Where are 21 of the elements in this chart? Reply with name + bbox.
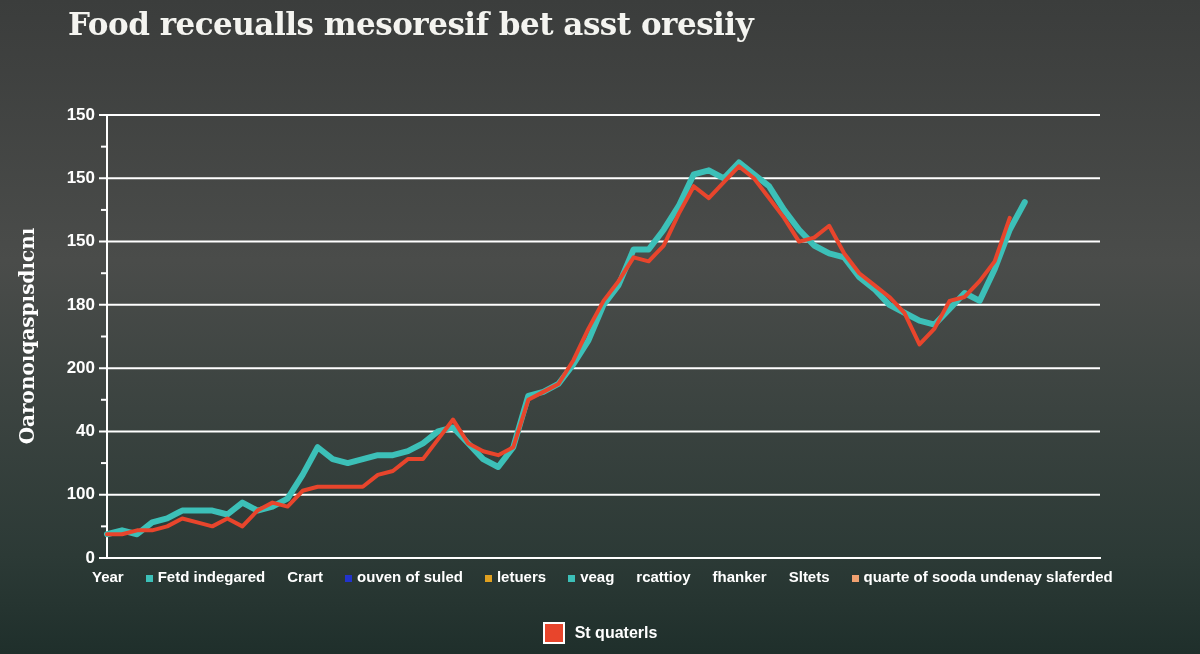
text: 200 [66,357,95,377]
text: letuers [495,568,547,585]
text: fhanker [712,568,767,585]
text: 0 [85,547,95,567]
chart-title: Food receualls mesoresif bet asst oresiiy [68,6,754,42]
text: 180 [66,294,95,314]
text: quarte of sooda undenay slaferded [862,568,1113,585]
text: ouven of suled [356,568,463,585]
text: Crart [287,568,324,585]
text: 40 [76,421,95,441]
legend-label: Fetd indegared [156,568,266,585]
text: 150 [66,231,95,251]
text: 100 [66,484,95,504]
text: 150 [66,104,95,124]
text: Sltets [788,568,830,585]
y-axis-title: Oaronoıqaspısdıcnı [15,227,39,445]
text: veag [579,568,615,585]
text: 150 [66,167,95,187]
legend-label: St quaterls [573,623,658,643]
text: rcattioy [636,568,691,585]
x-axis-title: Year [92,568,124,585]
